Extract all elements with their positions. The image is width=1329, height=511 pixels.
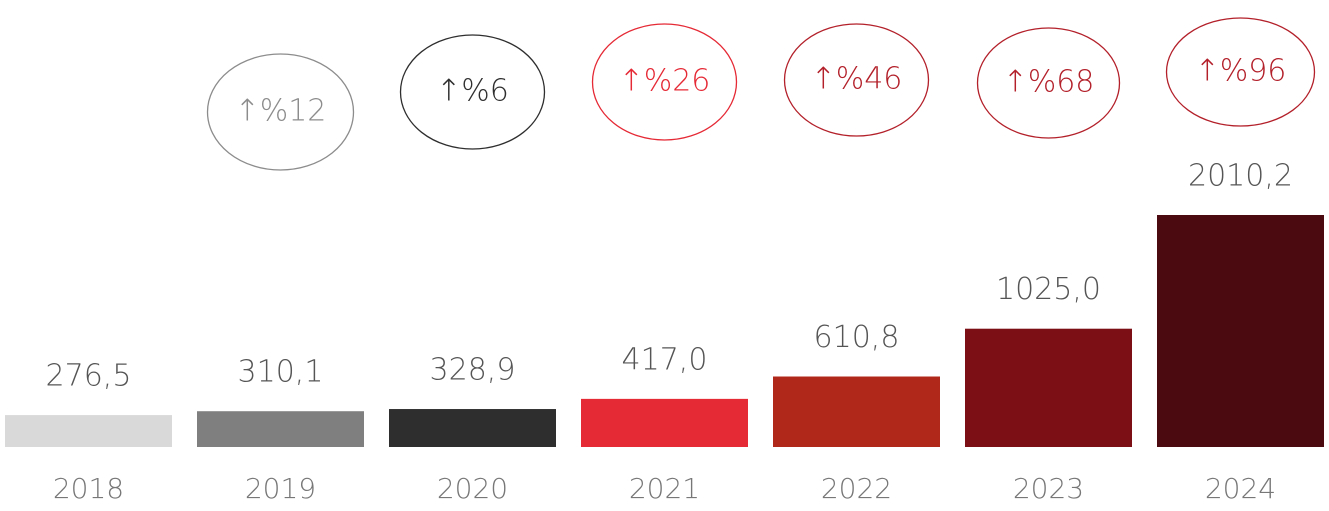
bar	[197, 411, 364, 447]
bar	[389, 409, 556, 447]
value-label: 310,1	[238, 355, 324, 390]
bar	[581, 398, 748, 447]
x-tick-label: 2022	[821, 472, 892, 505]
x-tick-label: 2020	[437, 472, 508, 505]
x-tick-label: 2023	[1013, 472, 1084, 505]
growth-label: ↑%6	[436, 74, 509, 109]
x-tick-label: 2021	[629, 472, 700, 505]
value-label: 2010,2	[1188, 159, 1293, 194]
growth-circle	[399, 34, 546, 150]
value-label: 610,8	[814, 320, 900, 355]
bar	[5, 415, 172, 447]
bar	[1157, 215, 1324, 447]
value-label: 1025,0	[996, 272, 1101, 307]
growth-label: ↑%96	[1195, 54, 1287, 89]
growth-label: ↑%12	[235, 94, 327, 129]
growth-label: ↑%68	[1003, 65, 1095, 100]
x-tick-label: 2024	[1205, 472, 1276, 505]
growth-label: ↑%26	[619, 64, 711, 99]
value-label: 417,0	[622, 342, 708, 377]
x-tick-label: 2019	[245, 472, 316, 505]
bar	[773, 376, 940, 447]
bar	[965, 328, 1132, 447]
growth-circle	[1165, 17, 1316, 127]
growth-circle	[783, 23, 930, 137]
growth-circle	[591, 23, 738, 141]
value-label: 328,9	[430, 353, 516, 388]
growth-circle	[976, 27, 1121, 139]
value-label: 276,5	[46, 359, 132, 394]
growth-circle	[206, 53, 355, 171]
growth-label: ↑%46	[811, 62, 903, 97]
x-tick-label: 2018	[53, 472, 124, 505]
